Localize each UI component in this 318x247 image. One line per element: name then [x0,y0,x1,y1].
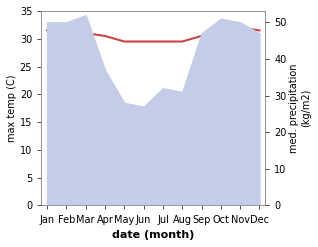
X-axis label: date (month): date (month) [112,230,194,240]
Y-axis label: med. precipitation
(kg/m2): med. precipitation (kg/m2) [289,63,311,153]
Y-axis label: max temp (C): max temp (C) [7,74,17,142]
